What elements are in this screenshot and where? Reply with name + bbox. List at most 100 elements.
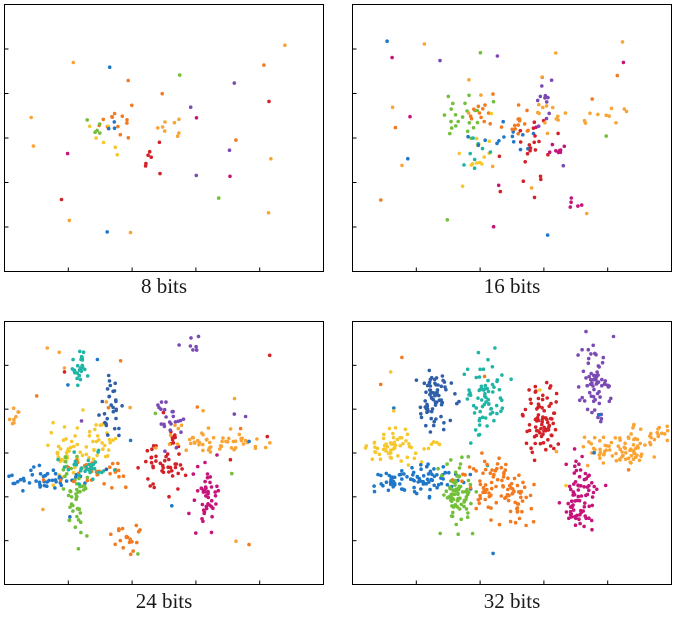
data-point: [544, 447, 548, 452]
data-point: [154, 454, 158, 459]
data-point: [418, 405, 423, 410]
data-point: [201, 408, 205, 413]
data-point: [521, 179, 526, 183]
data-point: [481, 490, 485, 495]
data-point: [520, 509, 524, 514]
data-point: [424, 423, 428, 428]
data-point: [444, 489, 449, 493]
data-point: [181, 417, 186, 421]
data-point: [91, 457, 96, 461]
data-point: [32, 465, 36, 469]
data-point: [485, 462, 489, 467]
data-point: [205, 475, 210, 480]
data-point: [467, 388, 471, 392]
data-point: [113, 381, 117, 386]
data-point: [92, 448, 96, 452]
data-point: [411, 473, 415, 477]
data-point: [492, 385, 496, 389]
data-point: [151, 464, 155, 469]
data-point: [463, 101, 467, 106]
data-point: [481, 107, 485, 111]
data-point: [429, 416, 433, 421]
data-point: [417, 476, 422, 481]
data-point: [574, 459, 578, 464]
data-point: [554, 449, 559, 454]
data-point: [167, 494, 171, 499]
data-point: [85, 475, 90, 480]
data-point: [471, 125, 476, 130]
data-point: [412, 479, 416, 483]
data-point: [117, 528, 121, 533]
data-point: [87, 434, 92, 438]
data-point: [41, 478, 46, 482]
data-point: [196, 334, 201, 339]
data-point: [106, 373, 111, 378]
data-point: [435, 485, 439, 490]
data-point: [91, 439, 95, 444]
data-point: [502, 471, 506, 476]
data-point: [598, 456, 602, 460]
data-point: [466, 111, 471, 115]
data-point: [543, 121, 547, 125]
data-point: [468, 391, 472, 395]
data-point: [491, 99, 496, 104]
data-point: [399, 436, 404, 440]
data-point: [167, 470, 171, 474]
data-point: [180, 467, 184, 471]
data-point: [598, 447, 602, 452]
data-point: [512, 123, 517, 128]
data-point: [551, 421, 555, 426]
data-point: [552, 411, 557, 415]
data-point: [425, 410, 429, 415]
data-point: [130, 540, 134, 544]
data-point: [550, 142, 555, 147]
data-point: [100, 399, 105, 404]
data-point: [472, 107, 476, 111]
data-point: [478, 493, 482, 498]
data-point: [507, 493, 511, 498]
data-point: [231, 439, 236, 444]
data-point: [154, 446, 158, 450]
data-point: [590, 527, 594, 532]
data-point: [520, 499, 525, 503]
scatter-plot-32-bits: [352, 321, 672, 585]
data-point: [70, 367, 75, 371]
data-point: [372, 489, 377, 494]
data-point: [483, 497, 487, 502]
data-point: [112, 389, 117, 393]
data-point: [578, 521, 582, 526]
data-point: [430, 472, 434, 477]
data-point: [154, 459, 158, 463]
data-point: [553, 427, 558, 432]
data-point: [432, 377, 437, 382]
data-point: [457, 507, 462, 511]
data-point: [51, 483, 56, 487]
data-point: [61, 487, 66, 491]
data-point: [483, 483, 488, 487]
data-point: [453, 113, 458, 117]
data-point: [406, 156, 410, 161]
data-point: [536, 110, 540, 115]
data-point: [528, 493, 533, 498]
data-point: [398, 443, 402, 448]
data-point: [626, 468, 631, 472]
data-point: [188, 441, 193, 446]
data-point: [72, 450, 76, 454]
data-point: [467, 465, 472, 469]
data-point: [375, 446, 380, 451]
data-point: [495, 462, 500, 466]
data-point: [426, 472, 431, 476]
data-point: [469, 116, 474, 121]
data-point: [501, 119, 505, 124]
data-point: [422, 447, 426, 451]
data-point: [487, 139, 492, 143]
data-point: [501, 485, 505, 489]
data-point: [268, 441, 272, 445]
data-point: [601, 461, 606, 465]
data-point: [457, 466, 462, 470]
data-point: [564, 510, 569, 514]
data-point: [540, 417, 545, 421]
data-point: [538, 174, 543, 179]
data-point: [170, 409, 174, 414]
data-point: [506, 498, 511, 503]
